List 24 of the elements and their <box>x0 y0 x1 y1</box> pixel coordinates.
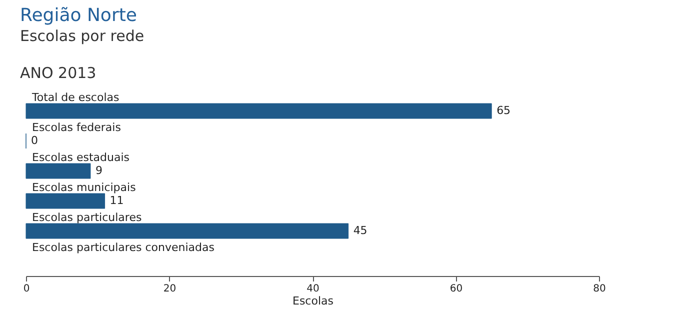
x-axis-title: Escolas <box>292 294 334 308</box>
y-tick-label: Escolas municipais <box>32 181 136 194</box>
y-tick-label: Escolas particulares <box>32 211 142 224</box>
data-label: 0 <box>31 134 38 147</box>
bar <box>26 103 492 119</box>
chart-subtitle: Escolas por rede <box>20 27 144 45</box>
data-label: 45 <box>353 224 368 237</box>
bar <box>26 193 106 209</box>
x-tick-label: 60 <box>450 284 463 294</box>
data-label: 9 <box>95 164 102 177</box>
bar <box>26 223 349 239</box>
y-tick-label: Escolas particulares conveniadas <box>32 241 215 254</box>
y-tick-label: Escolas estaduais <box>32 151 130 164</box>
bar <box>26 163 91 179</box>
x-tick-label: 40 <box>306 284 320 294</box>
x-tick-label: 20 <box>163 284 176 294</box>
y-tick-label: Total de escolas <box>31 91 120 104</box>
x-tick-label: 80 <box>593 284 606 294</box>
y-tick-label: Escolas federais <box>32 121 122 134</box>
chart-title: Região Norte <box>20 5 137 26</box>
x-tick-label: 0 <box>23 284 30 294</box>
text: ANO 2013 <box>20 64 96 82</box>
data-label: 65 <box>496 104 511 117</box>
data-label: 11 <box>110 194 124 207</box>
